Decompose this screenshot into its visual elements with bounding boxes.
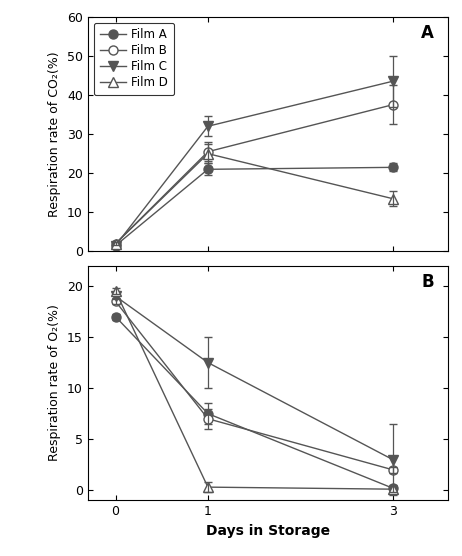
Text: B: B	[421, 272, 434, 291]
Film B	[113, 240, 118, 247]
Y-axis label: Respiration rate of O₂(%): Respiration rate of O₂(%)	[49, 305, 61, 461]
Legend: Film A, Film B, Film C, Film D: Film A, Film B, Film C, Film D	[94, 23, 174, 95]
Film A	[113, 242, 118, 249]
X-axis label: Days in Storage: Days in Storage	[206, 524, 330, 538]
Film B	[205, 148, 211, 155]
Film D	[205, 150, 211, 157]
Line: Film C: Film C	[111, 77, 397, 250]
Line: Film A: Film A	[111, 163, 397, 250]
Y-axis label: Respiration rate of CO₂(%): Respiration rate of CO₂(%)	[49, 51, 61, 217]
Line: Film B: Film B	[111, 100, 397, 248]
Film C	[205, 123, 211, 130]
Film C	[113, 242, 118, 249]
Film A	[390, 164, 395, 171]
Line: Film D: Film D	[111, 149, 397, 248]
Film A	[205, 166, 211, 173]
Film C	[390, 78, 395, 85]
Film B	[390, 101, 395, 108]
Film D	[390, 195, 395, 202]
Film D	[113, 240, 118, 247]
Text: A: A	[421, 24, 434, 42]
